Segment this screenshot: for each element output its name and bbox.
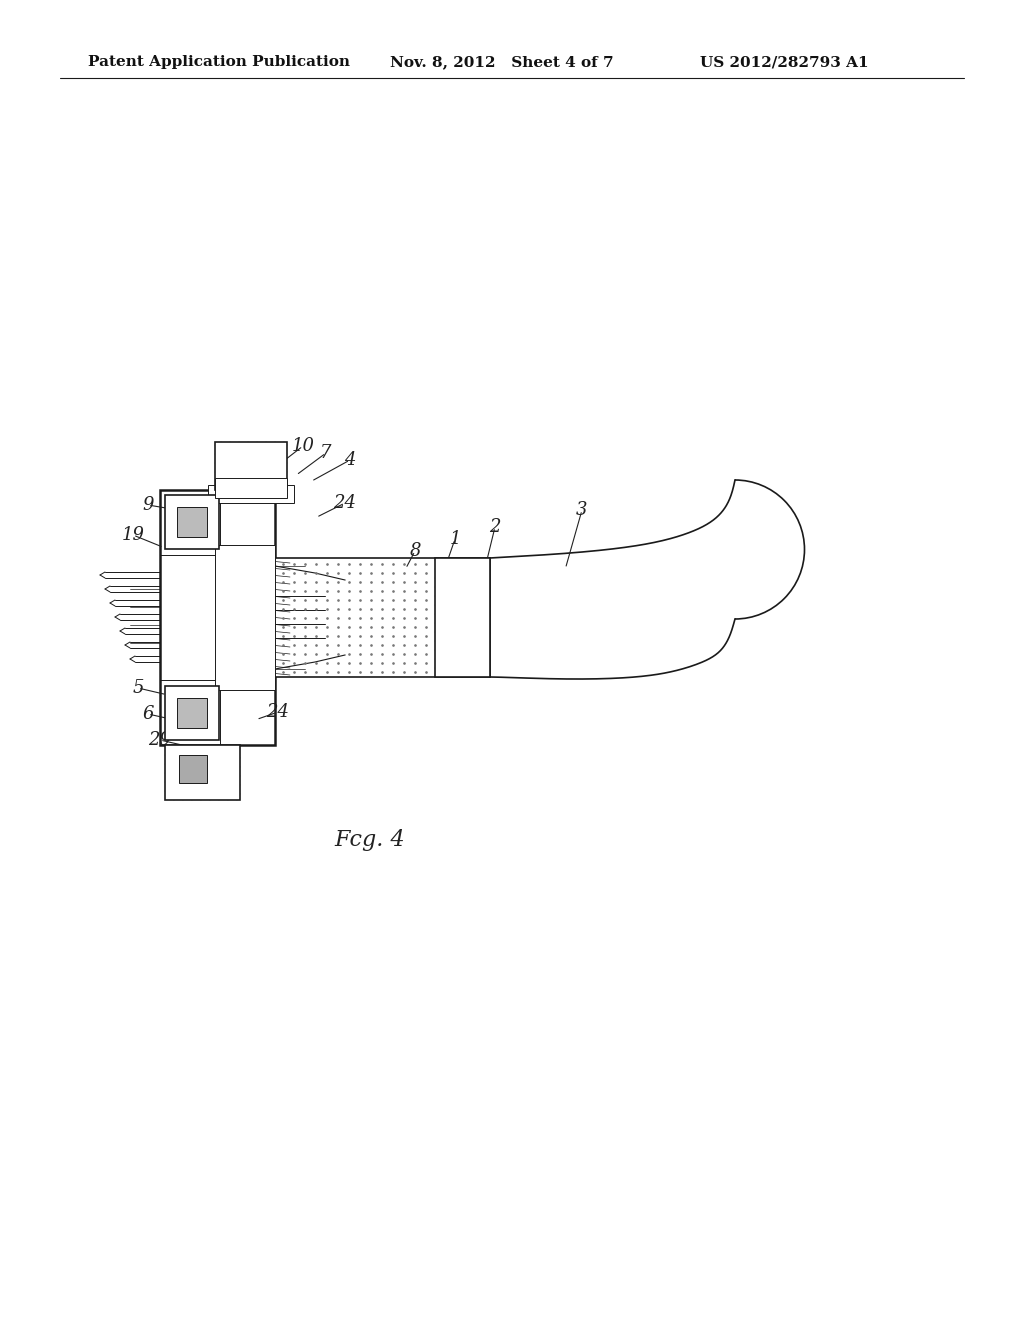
Text: 10: 10: [292, 437, 314, 455]
Text: 5: 5: [132, 678, 143, 697]
Text: 9: 9: [142, 496, 154, 513]
Text: 1: 1: [450, 531, 461, 548]
Bar: [215, 545, 275, 690]
Text: US 2012/282793 A1: US 2012/282793 A1: [700, 55, 868, 69]
Text: 14: 14: [202, 759, 224, 777]
Bar: [275, 558, 490, 677]
Text: 29: 29: [148, 731, 171, 748]
Text: Nov. 8, 2012   Sheet 4 of 7: Nov. 8, 2012 Sheet 4 of 7: [390, 55, 613, 69]
Bar: [215, 442, 287, 490]
Text: 24: 24: [334, 494, 356, 512]
Bar: [215, 478, 287, 498]
Bar: [179, 755, 207, 783]
Text: 19: 19: [122, 525, 144, 544]
Bar: [165, 744, 240, 800]
Text: 6: 6: [142, 705, 154, 723]
Text: 7: 7: [321, 444, 332, 462]
Text: Fcg. 4: Fcg. 4: [335, 829, 406, 851]
Bar: [177, 698, 207, 729]
Text: 29: 29: [256, 446, 280, 465]
Text: 24: 24: [266, 704, 290, 721]
Bar: [435, 558, 490, 677]
Text: Patent Application Publication: Patent Application Publication: [88, 55, 350, 69]
Bar: [165, 495, 219, 549]
Text: 8: 8: [410, 543, 421, 560]
Bar: [160, 490, 275, 744]
Bar: [208, 484, 294, 503]
Text: 3: 3: [577, 502, 588, 519]
Text: 2: 2: [489, 517, 501, 536]
Bar: [177, 507, 207, 537]
Bar: [165, 686, 219, 741]
Text: 4: 4: [344, 451, 355, 469]
